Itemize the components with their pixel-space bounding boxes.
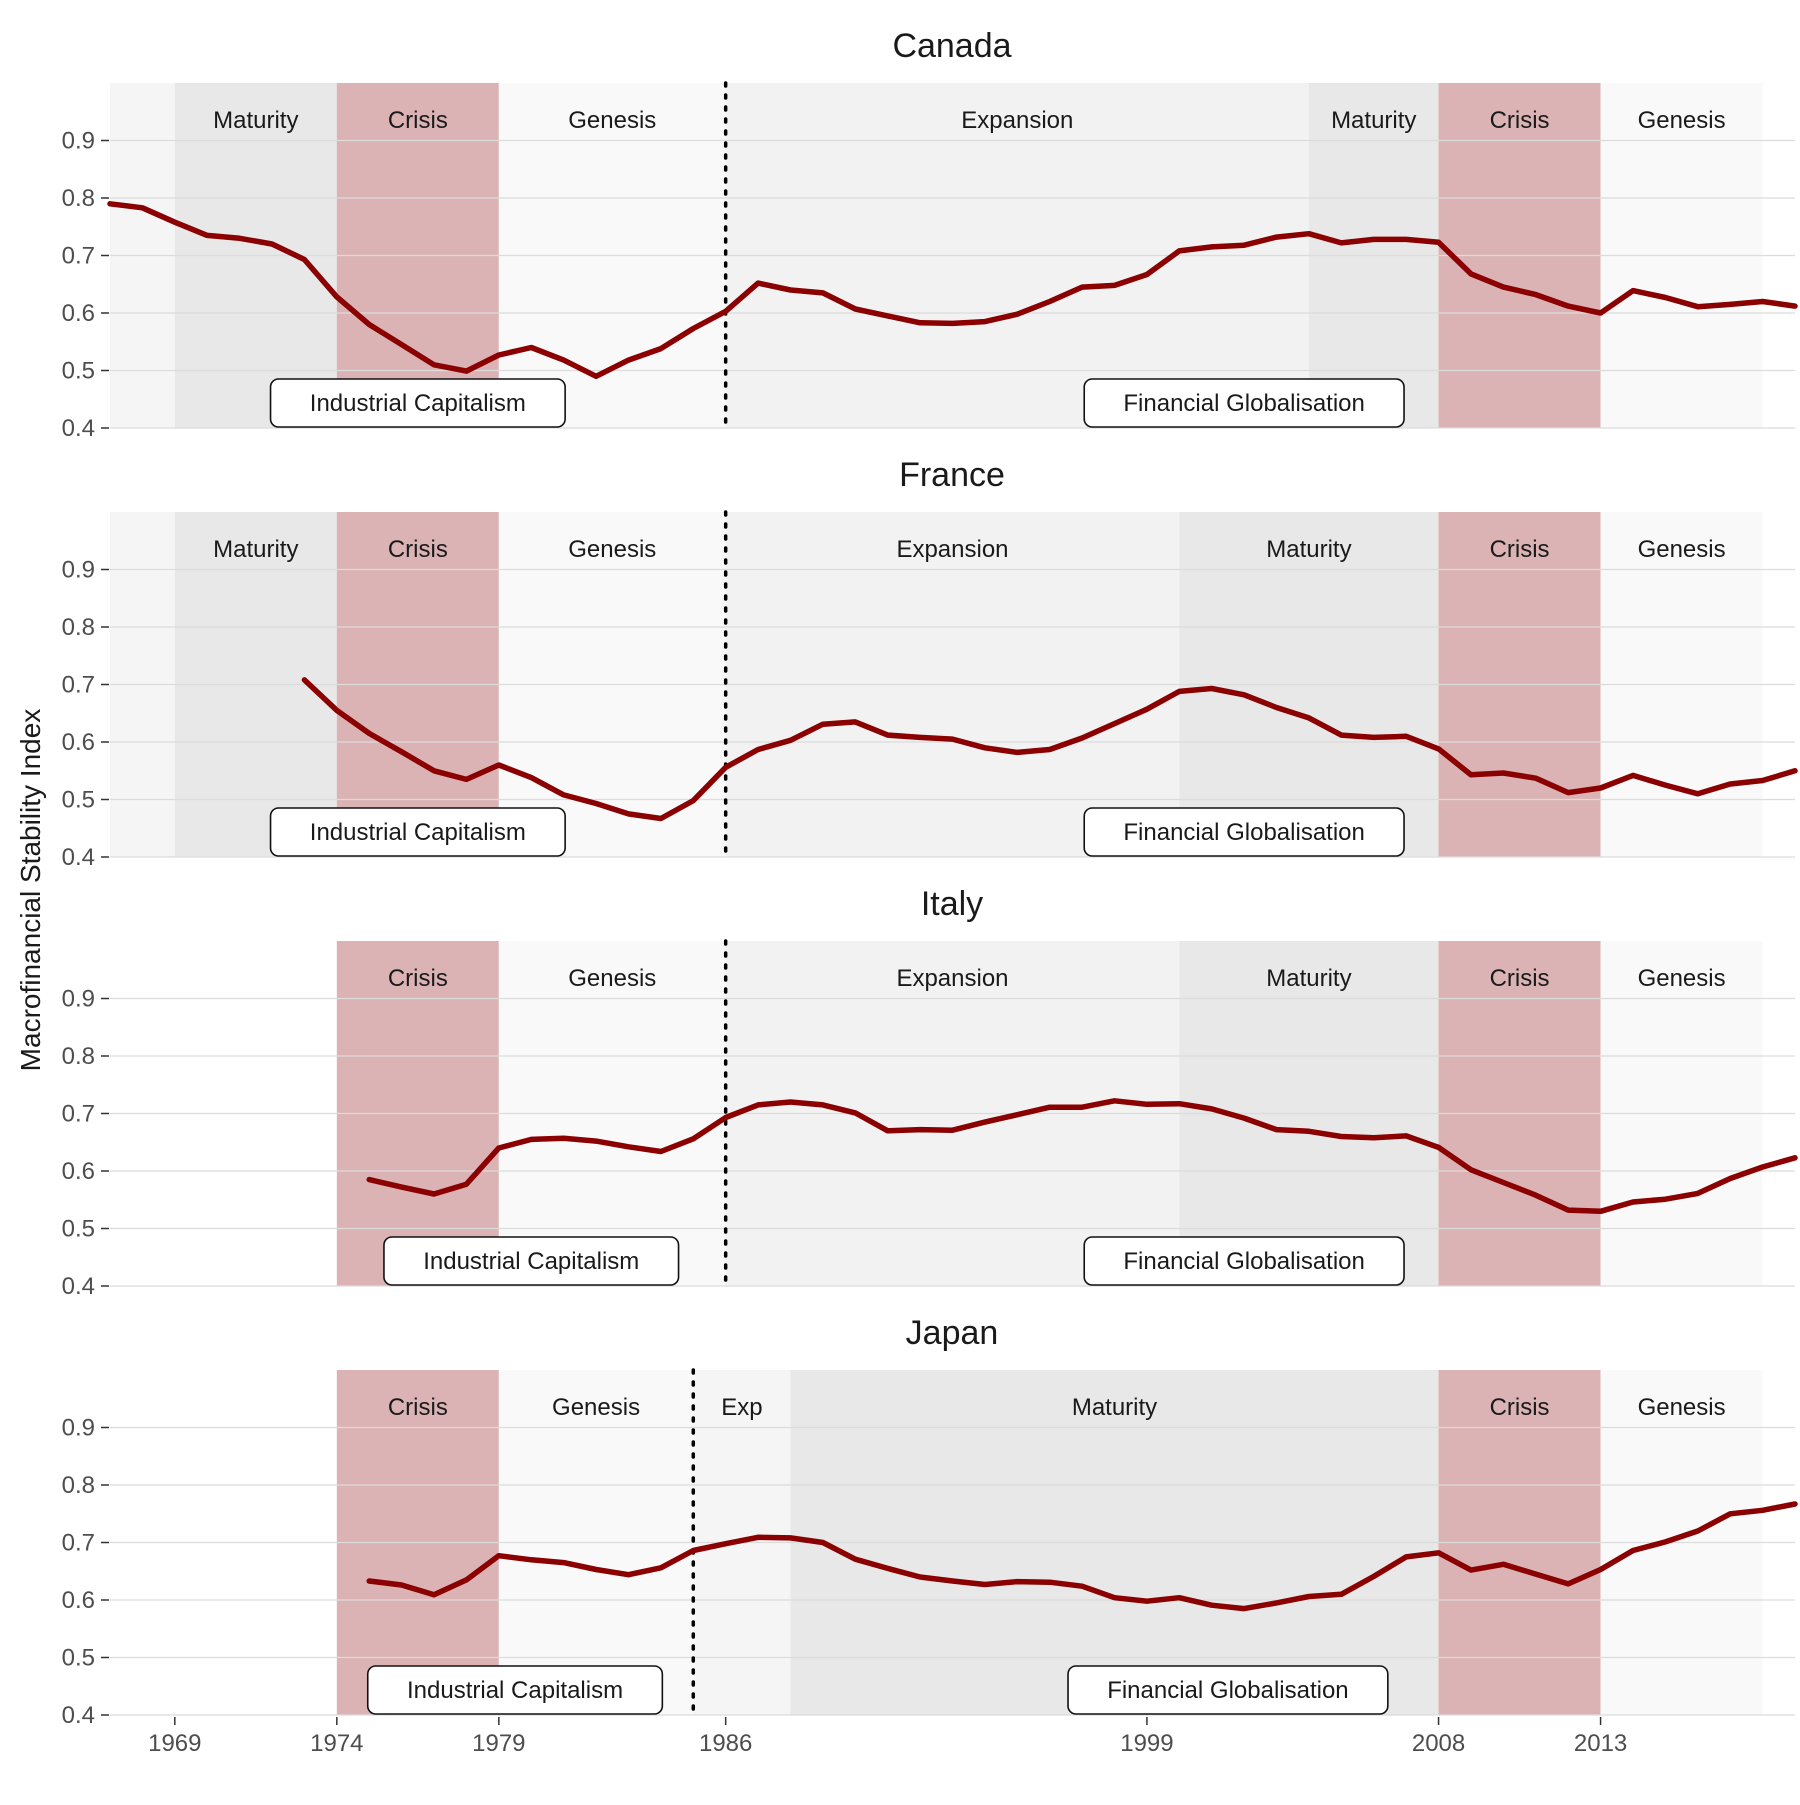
phase-label: Crisis (1490, 965, 1550, 992)
phase-label: Crisis (388, 965, 448, 992)
phase-label: Maturity (1266, 965, 1351, 992)
phase-label: Crisis (388, 1394, 448, 1421)
panel-canada: Canada Maturity Crisis Genesis Expansion Matu… (62, 27, 1798, 442)
phase-label: Expansion (896, 965, 1008, 992)
y-axis-title: Macrofinancial Stability Index (15, 709, 46, 1072)
y-tick-label: 0.4 (62, 844, 95, 871)
y-tick-label: 0.8 (62, 1043, 95, 1070)
panel-italy: Italy Crisis Genesis Expansion Maturity Crisi… (62, 885, 1798, 1300)
era-label-box (269, 378, 566, 428)
era-label-box (1083, 1236, 1405, 1286)
y-tick-label: 0.9 (62, 1415, 95, 1442)
x-tick-label: 2013 (1574, 1730, 1627, 1757)
era-label-box (1067, 1665, 1389, 1715)
y-tick-label: 0.7 (62, 1101, 95, 1128)
phase-label: Maturity (213, 536, 298, 563)
series-line (366, 1098, 1798, 1215)
y-tick-label: 0.9 (62, 128, 95, 155)
phase-label: Genesis (568, 107, 656, 134)
y-tick-label: 0.6 (62, 1158, 95, 1185)
y-tick-label: 0.6 (62, 729, 95, 756)
era-label-box (366, 1665, 664, 1715)
series-line (366, 1501, 1798, 1612)
y-tick-label: 0.5 (62, 787, 95, 814)
y-tick-label: 0.9 (62, 557, 95, 584)
phase-label: Genesis (1638, 1394, 1726, 1421)
phase-label: Maturity (213, 107, 298, 134)
phase-label: Expansion (896, 536, 1008, 563)
era-label-box (1083, 807, 1405, 857)
y-tick-label: 0.6 (62, 300, 95, 327)
x-tick-label: 2008 (1412, 1730, 1465, 1757)
era-label: Financial Globalisation (1123, 390, 1364, 417)
y-tick-label: 0.5 (62, 1645, 95, 1672)
panel-title: France (899, 456, 1005, 494)
phase-label: Maturity (1266, 536, 1351, 563)
phase-label: Genesis (1638, 107, 1726, 134)
series-line (107, 201, 1798, 380)
phase-label: Expansion (961, 107, 1073, 134)
x-tick-label: 1999 (1120, 1730, 1173, 1757)
x-tick-label: 1969 (148, 1730, 201, 1757)
era-label-box (383, 1236, 680, 1286)
x-tick-label: 1974 (310, 1730, 363, 1757)
phase-label: Crisis (1490, 536, 1550, 563)
y-tick-label: 0.7 (62, 1530, 95, 1557)
era-label: Financial Globalisation (1123, 819, 1364, 846)
y-tick-label: 0.7 (62, 243, 95, 270)
panel-title: Japan (906, 1314, 999, 1352)
panel-title: Italy (921, 885, 983, 923)
y-tick-label: 0.4 (62, 1702, 95, 1729)
y-tick-label: 0.5 (62, 1216, 95, 1243)
phase-label: Crisis (1490, 107, 1550, 134)
series-line (301, 677, 1798, 822)
y-tick-label: 0.8 (62, 1472, 95, 1499)
phase-label: Genesis (1638, 965, 1726, 992)
phase-label: Crisis (388, 536, 448, 563)
phase-label: Crisis (1490, 1394, 1550, 1421)
phase-label: Exp (721, 1394, 762, 1421)
panel-japan: Japan Crisis Genesis Exp Maturity Crisis Genes… (62, 1314, 1798, 1757)
y-tick-label: 0.9 (62, 986, 95, 1013)
era-label: Industrial Capitalism (310, 390, 526, 417)
panel-title: Canada (892, 27, 1011, 65)
phase-label: Genesis (568, 965, 656, 992)
era-label: Industrial Capitalism (407, 1677, 623, 1704)
phase-label: Maturity (1331, 107, 1416, 134)
panel-france: France Maturity Crisis Genesis Expansion Matu… (62, 456, 1798, 871)
x-tick-label: 1986 (699, 1730, 752, 1757)
era-label: Financial Globalisation (1123, 1248, 1364, 1275)
era-label: Financial Globalisation (1107, 1677, 1348, 1704)
era-label: Industrial Capitalism (423, 1248, 639, 1275)
y-tick-label: 0.8 (62, 185, 95, 212)
era-label-box (269, 807, 566, 857)
phase-label: Genesis (568, 536, 656, 563)
era-label-box (1083, 378, 1405, 428)
era-label: Industrial Capitalism (310, 819, 526, 846)
y-tick-label: 0.7 (62, 672, 95, 699)
phase-label: Maturity (1072, 1394, 1157, 1421)
y-tick-label: 0.6 (62, 1587, 95, 1614)
phase-label: Genesis (552, 1394, 640, 1421)
y-tick-label: 0.4 (62, 415, 95, 442)
phase-label: Crisis (388, 107, 448, 134)
phase-label: Genesis (1638, 536, 1726, 563)
y-tick-label: 0.8 (62, 614, 95, 641)
y-tick-label: 0.5 (62, 358, 95, 385)
y-tick-label: 0.4 (62, 1273, 95, 1300)
x-tick-label: 1979 (472, 1730, 525, 1757)
